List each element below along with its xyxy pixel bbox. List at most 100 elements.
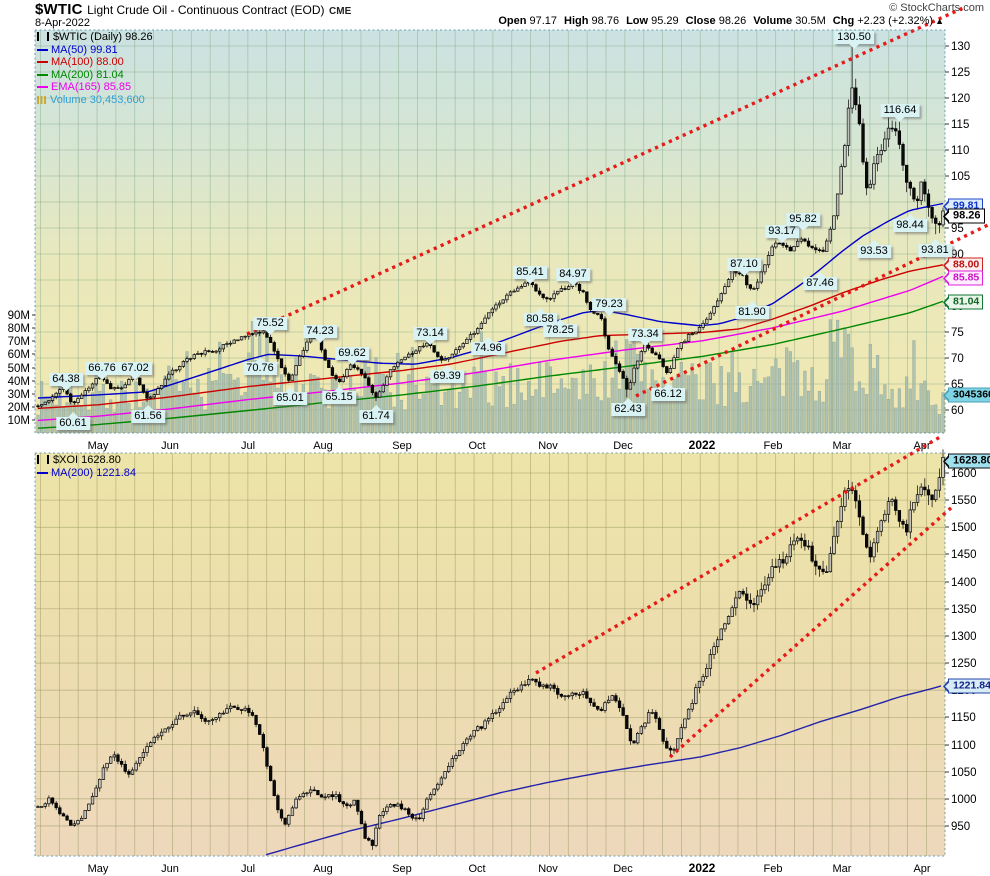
line-swatch-icon: [37, 48, 48, 51]
y-axis-label: 1100: [951, 740, 976, 752]
line-swatch-icon: [37, 86, 48, 89]
volume-axis-label: 80M: [8, 323, 30, 335]
volume-axis-label: 20M: [8, 402, 30, 414]
y-axis-label: 1250: [951, 658, 977, 670]
axis-price-tag: 98.26: [948, 208, 985, 224]
candlestick-icon: [37, 32, 49, 41]
y-axis-label: 1150: [951, 712, 976, 724]
x-axis-month-label: Jun: [161, 863, 179, 875]
axis-price-tag: 88.00: [948, 257, 984, 273]
volume-axis-label: 90M: [8, 310, 30, 322]
price-annotation: 61.56: [131, 405, 165, 423]
price-annotation: 66.76: [85, 362, 119, 380]
y-axis-label: 1400: [951, 577, 977, 589]
ma-line-MA(200): [37, 300, 944, 429]
axis-price-tag: 81.04: [948, 294, 984, 310]
chart-title: Light Crude Oil - Continuous Contract (E…: [87, 3, 325, 17]
x-axis-month-label: Jun: [161, 440, 179, 452]
x-axis-month-label: Jul: [241, 440, 255, 452]
x-axis-month-label: 2022: [689, 861, 716, 875]
legend-label: MA(200) 81.04: [51, 68, 124, 81]
price-annotation: 87.46: [803, 272, 837, 290]
quote-label: High: [564, 15, 589, 27]
y-axis-label: 1300: [951, 631, 977, 643]
volume-bars-icon: [37, 95, 46, 104]
price-annotation: 87.10: [727, 258, 761, 276]
legend-item: MA(50) 99.81: [37, 44, 153, 57]
quote-label: Volume: [753, 15, 793, 27]
y-axis-label: 1500: [951, 522, 977, 534]
quote-value: 98.76: [588, 15, 620, 27]
x-axis-month-label: Mar: [833, 440, 852, 452]
x-axis-month-label: May: [88, 440, 109, 452]
quote-value: 95.29: [648, 15, 679, 27]
price-annotation: 84.97: [556, 268, 590, 286]
y-axis-label: 1050: [951, 767, 977, 779]
y-axis-label: 75: [951, 327, 964, 339]
legend-label: $WTIC (Daily) 98.26: [53, 31, 153, 43]
x-axis-month-label: Apr: [913, 863, 930, 875]
price-annotation: 73.14: [413, 327, 447, 345]
chart-date: 8-Apr-2022: [35, 17, 91, 29]
ma-line-MA(100): [37, 264, 944, 410]
xoi-panel-legend: $XOI 1628.80 MA(200) 1221.84: [37, 454, 136, 479]
x-axis-month-label: Dec: [613, 863, 633, 875]
x-axis-month-label: Dec: [613, 440, 633, 452]
exchange-label: CME: [329, 6, 352, 17]
y-axis-label: 60: [951, 405, 964, 417]
price-annotation: 62.43: [611, 398, 645, 416]
trendline: [246, 6, 964, 336]
y-axis-label: 110: [951, 145, 969, 157]
line-swatch-icon: [37, 61, 48, 64]
y-axis-label: 70: [951, 353, 964, 365]
price-annotation: 69.62: [335, 347, 369, 365]
x-axis-month-label: Aug: [313, 440, 333, 452]
x-axis-month-label: Jul: [241, 863, 255, 875]
price-annotation: 67.02: [118, 362, 152, 380]
y-axis-label: 1600: [951, 468, 977, 480]
volume-axis-label: 50M: [8, 363, 30, 375]
price-annotation: 74.23: [303, 325, 337, 343]
price-annotation: 85.41: [513, 266, 547, 284]
quote-label: Chg: [832, 15, 855, 27]
axis-price-tag: 85.85: [948, 270, 984, 286]
price-annotation: 78.25: [543, 319, 577, 337]
price-annotation: 69.39: [430, 365, 464, 383]
quote-value: +2.23 (+2.32%): [854, 15, 934, 27]
price-annotation: 73.34: [628, 328, 662, 346]
y-axis-label: 1450: [951, 549, 977, 561]
y-axis-label: 1350: [951, 604, 977, 616]
x-axis-month-label: Mar: [833, 863, 852, 875]
quote-value: 98.26: [715, 15, 747, 27]
price-annotation: 93.17: [765, 225, 799, 243]
legend-label: Volume 30,453,600: [50, 93, 145, 106]
x-axis-month-label: Aug: [313, 863, 333, 875]
quote-label: Open: [498, 15, 527, 27]
wtic-panel: 1301251201151101059590807570656090M80M70…: [8, 6, 990, 454]
quote-label: Low: [626, 15, 649, 27]
price-annotation: 116.64: [880, 104, 920, 122]
volume-axis-label: 60M: [8, 349, 30, 361]
x-axis-month-label: Oct: [468, 440, 485, 452]
wtic-panel-legend: $WTIC (Daily) 98.26 MA(50) 99.81 MA(100) 8…: [37, 31, 153, 106]
line-swatch-icon: [37, 73, 48, 76]
price-annotation: 74.96: [471, 337, 505, 355]
price-annotation: 60.61: [56, 412, 90, 430]
axis-price-tag: 1221.84: [948, 678, 990, 694]
x-axis-month-label: Sep: [392, 440, 412, 452]
x-axis-month-label: Feb: [764, 863, 783, 875]
price-annotation: 93.81: [918, 239, 952, 257]
x-axis-month-label: May: [88, 863, 109, 875]
price-annotation: 66.12: [651, 383, 685, 401]
legend-label: EMA(165) 85.85: [51, 81, 132, 93]
x-axis-month-label: Nov: [538, 440, 558, 452]
y-axis-label: 95: [951, 223, 964, 235]
y-axis-label: 120: [951, 93, 970, 105]
price-annotation: 79.23: [592, 298, 626, 316]
price-annotation: 98.44: [893, 214, 927, 232]
xoi-panel: 1600155015001450140013501300125012001150…: [34, 435, 977, 875]
price-annotation: 65.15: [322, 386, 356, 404]
volume-axis-label: 70M: [8, 336, 30, 348]
y-axis-label: 1550: [951, 495, 977, 507]
ma-line-EMA(165): [37, 275, 944, 422]
